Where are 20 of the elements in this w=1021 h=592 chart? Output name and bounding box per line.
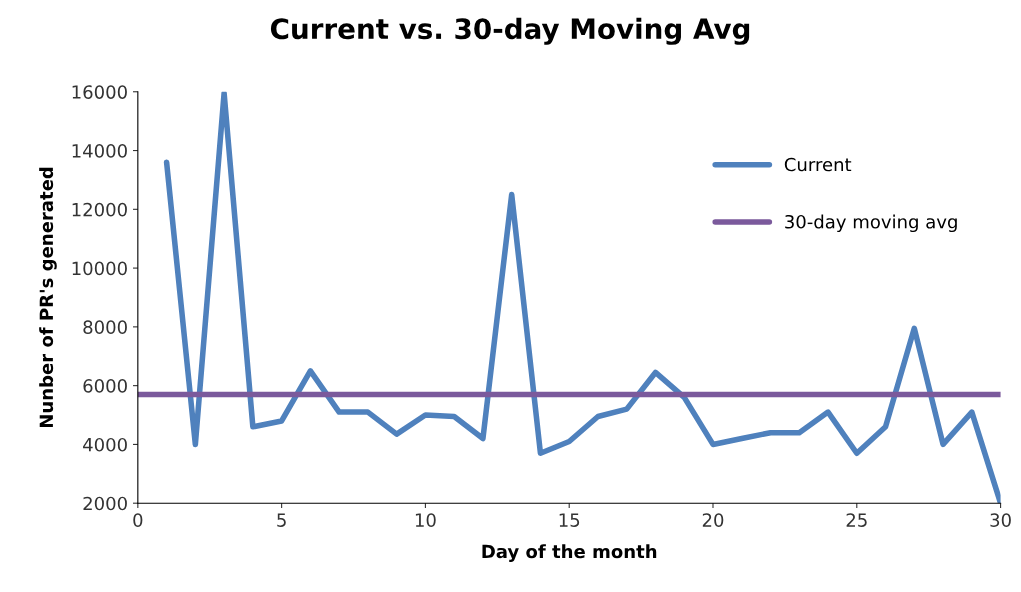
y-tick-label: 12000: [72, 202, 127, 217]
x-tick-label: 15: [559, 513, 580, 527]
x-axis-title: Day of the month: [482, 544, 657, 562]
y-tick-label: 16000: [72, 85, 127, 99]
y-tick-label: 2000: [83, 496, 127, 511]
legend-label: 30-day moving avg: [785, 214, 957, 233]
x-tick-label: 25: [846, 513, 867, 527]
x-tick-label: 5: [277, 513, 286, 527]
y-tick-label: 14000: [72, 144, 127, 158]
chart-title: Current vs. 30-day Moving Avg: [270, 17, 750, 45]
x-tick-label: 10: [415, 513, 436, 527]
y-axis-title: Nunber of PR's generated: [39, 167, 57, 428]
legend-label: Current: [784, 157, 852, 172]
x-tick-label: 0: [133, 513, 143, 527]
y-tick-label: 6000: [83, 379, 127, 393]
x-tick-label: 30: [990, 513, 1011, 527]
y-tick-label: 8000: [83, 320, 127, 334]
y-tick-label: 10000: [72, 261, 127, 276]
x-tick-label: 20: [702, 513, 724, 527]
y-tick-label: 4000: [83, 437, 127, 452]
